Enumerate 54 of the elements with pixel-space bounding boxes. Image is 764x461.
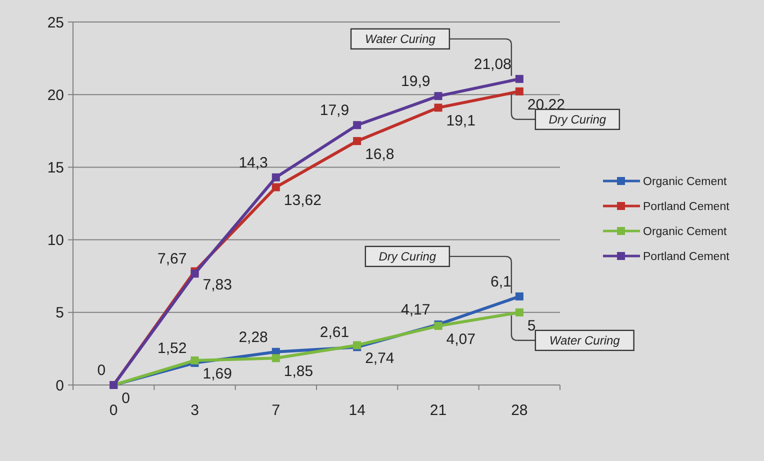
legend-label: Portland Cement <box>643 251 730 264</box>
data-label: 5 <box>527 317 536 334</box>
legend-label: Portland Cement <box>643 201 730 214</box>
data-label: 19,1 <box>446 112 476 130</box>
x-tick-label: 3 <box>190 402 199 419</box>
data-label: 7,83 <box>202 276 232 294</box>
data-label: 21,08 <box>474 56 512 73</box>
point <box>434 104 442 112</box>
point <box>515 87 524 96</box>
x-tick-label: 28 <box>511 402 528 419</box>
data-label: 19,9 <box>401 73 430 90</box>
point <box>434 92 442 100</box>
point <box>190 356 199 364</box>
x-tick-label: 21 <box>430 402 447 419</box>
legend-label: Organic Cement <box>643 176 728 188</box>
data-label: 1,52 <box>158 340 187 357</box>
data-label: 2,74 <box>365 350 394 368</box>
point <box>515 308 524 316</box>
data-label: 6,1 <box>490 273 512 290</box>
y-tick-label: 15 <box>47 159 64 176</box>
data-label: 0 <box>97 362 106 379</box>
annotation: Water Curing <box>549 334 620 348</box>
annotation: Water Curing <box>364 32 436 46</box>
data-label: 13,62 <box>284 192 322 210</box>
data-label: 17,9 <box>320 102 350 120</box>
y-tick-label: 10 <box>47 232 64 250</box>
annotation: Dry Curing <box>378 250 436 264</box>
point <box>353 137 362 146</box>
point <box>272 354 280 362</box>
data-label: 7,67 <box>158 250 187 268</box>
data-label: 4,17 <box>401 301 430 318</box>
x-tick-label: 0 <box>109 402 118 419</box>
legend-label: Organic Cement <box>643 226 728 238</box>
point <box>515 292 524 300</box>
point <box>353 121 362 130</box>
y-tick-label: 5 <box>56 304 64 322</box>
annotation: Dry Curing <box>548 112 606 127</box>
data-label: 2,28 <box>238 328 268 346</box>
data-label: 1,69 <box>202 365 232 382</box>
y-tick-label: 0 <box>56 377 64 394</box>
data-label: 4,07 <box>446 330 476 348</box>
point <box>190 270 199 278</box>
data-label: 0 <box>122 390 130 407</box>
data-label: 14,3 <box>238 154 268 172</box>
y-tick-label: 20 <box>47 86 64 104</box>
x-tick-label: 7 <box>272 402 280 419</box>
data-label: 16,8 <box>365 146 394 164</box>
point <box>515 74 524 83</box>
data-label: 2,61 <box>320 324 350 342</box>
data-label: 1,85 <box>284 363 314 380</box>
point <box>272 173 280 182</box>
x-tick-label: 14 <box>348 402 366 419</box>
point <box>272 183 280 192</box>
y-tick-label: 25 <box>47 14 64 32</box>
